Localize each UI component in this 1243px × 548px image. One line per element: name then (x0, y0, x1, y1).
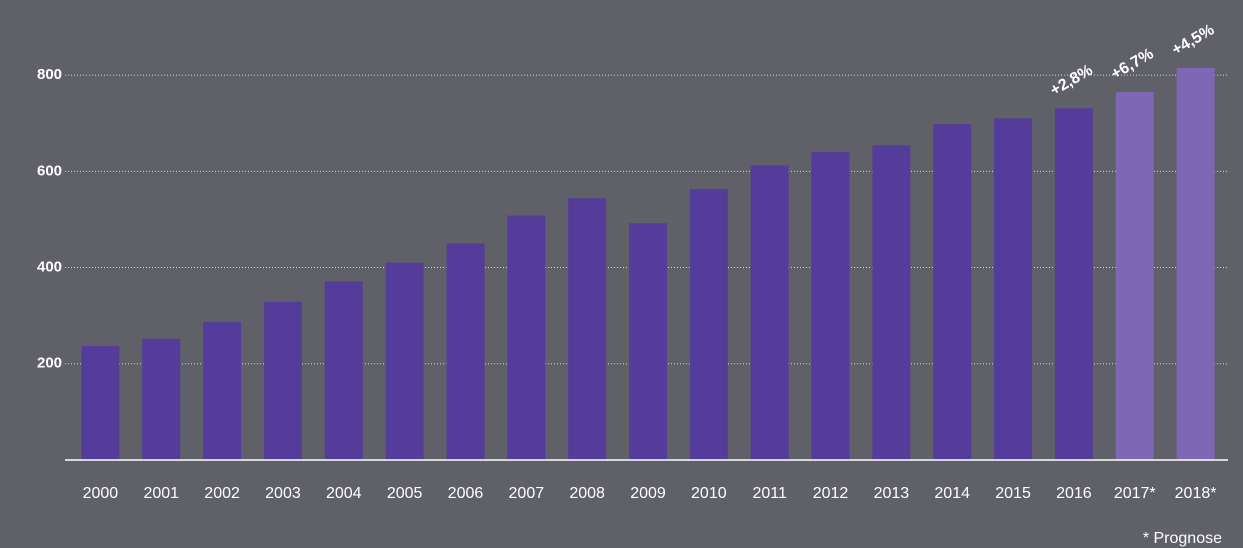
x-tick-label: 2016 (1056, 485, 1092, 502)
y-tick-label: 600 (37, 162, 62, 179)
x-tick-label: 2015 (995, 485, 1031, 502)
x-tick-label: 2010 (691, 485, 727, 502)
x-tick-label: 2009 (630, 485, 666, 502)
x-tick-label: 2011 (752, 485, 787, 502)
x-tick-label: 2007 (509, 485, 545, 502)
bar (507, 215, 546, 460)
x-tick-label: 2001 (143, 485, 179, 502)
x-tick-label: 2002 (204, 485, 240, 502)
bar (872, 145, 911, 460)
bar (263, 301, 302, 460)
x-tick-label: 2005 (387, 485, 423, 502)
y-tick-label: 800 (37, 66, 62, 83)
bar (994, 118, 1033, 461)
bar (568, 198, 607, 460)
x-tick-label: 2017* (1114, 485, 1156, 502)
x-tick-label: 2013 (874, 485, 910, 502)
bar (324, 281, 363, 460)
bar (1115, 91, 1154, 460)
bar (1176, 67, 1215, 461)
footnote: * Prognose (1143, 530, 1222, 547)
bar (203, 321, 242, 460)
bar (811, 152, 850, 461)
x-tick-label: 2004 (326, 485, 362, 502)
bar (81, 345, 120, 460)
x-tick-label: 2000 (83, 485, 119, 502)
bar (446, 243, 485, 460)
y-tick-label: 200 (37, 355, 62, 372)
x-tick-label: 2014 (934, 485, 970, 502)
bar (629, 223, 667, 460)
x-tick-label: 2003 (265, 485, 301, 502)
bar (385, 262, 424, 460)
x-tick-label: 2018* (1175, 485, 1217, 502)
bar (689, 189, 728, 460)
bar (1054, 108, 1093, 461)
x-tick-label: 2012 (813, 485, 849, 502)
bar (142, 338, 181, 460)
x-tick-label: 2008 (569, 485, 605, 502)
x-tick-label: 2006 (448, 485, 484, 502)
bar (933, 124, 972, 460)
y-tick-label: 400 (37, 259, 62, 276)
bar (750, 165, 789, 460)
